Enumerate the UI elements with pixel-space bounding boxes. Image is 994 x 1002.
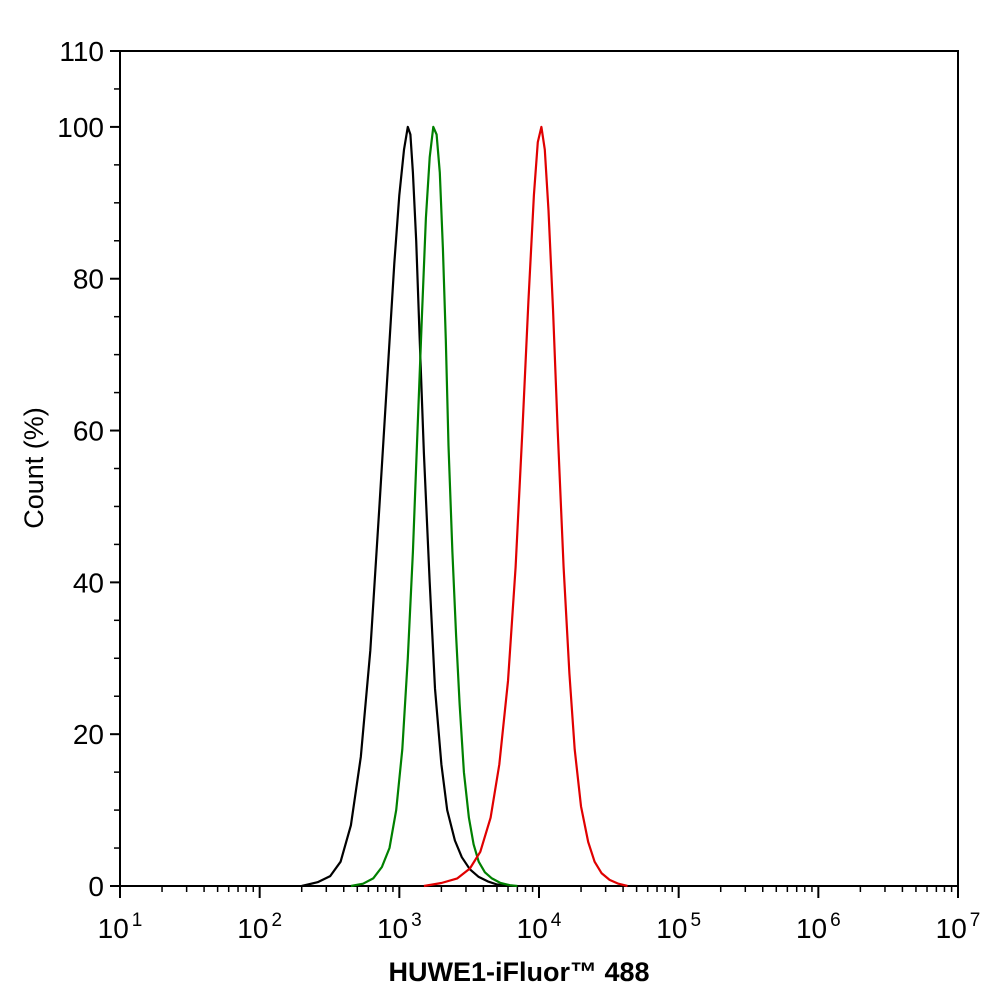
y-tick-label: 40	[73, 567, 104, 598]
x-tick-label: 10 2	[237, 910, 282, 944]
series-line-1	[301, 125, 509, 888]
x-tick-label: 10 5	[656, 910, 701, 944]
y-tick-label: 110	[59, 36, 104, 67]
x-axis-title: HUWE1-iFluor™ 488	[388, 957, 649, 987]
y-tick-label: 20	[73, 719, 104, 750]
y-tick-label: 60	[73, 416, 104, 447]
y-axis-title: Count (%)	[19, 407, 49, 529]
series-line-3	[423, 125, 628, 888]
plot-frame	[119, 50, 959, 887]
y-tick-label: 80	[73, 264, 104, 295]
x-tick-label: 10 1	[98, 910, 143, 944]
x-tick-label: 10 7	[936, 910, 981, 944]
series-line-2	[350, 125, 518, 888]
x-tick-label: 10 3	[377, 910, 422, 944]
y-tick-label: 100	[57, 112, 104, 143]
x-axis-ticks: 10 1 10 2 10 3 10 4 10 5 10 6 10 7	[98, 886, 981, 944]
y-tick-label: 0	[88, 871, 104, 902]
x-tick-label: 10 6	[796, 910, 841, 944]
y-axis-ticks: 0 20 40 60 80 100 110	[57, 36, 120, 902]
x-tick-label: 10 4	[517, 910, 562, 944]
series-layer	[301, 125, 628, 888]
